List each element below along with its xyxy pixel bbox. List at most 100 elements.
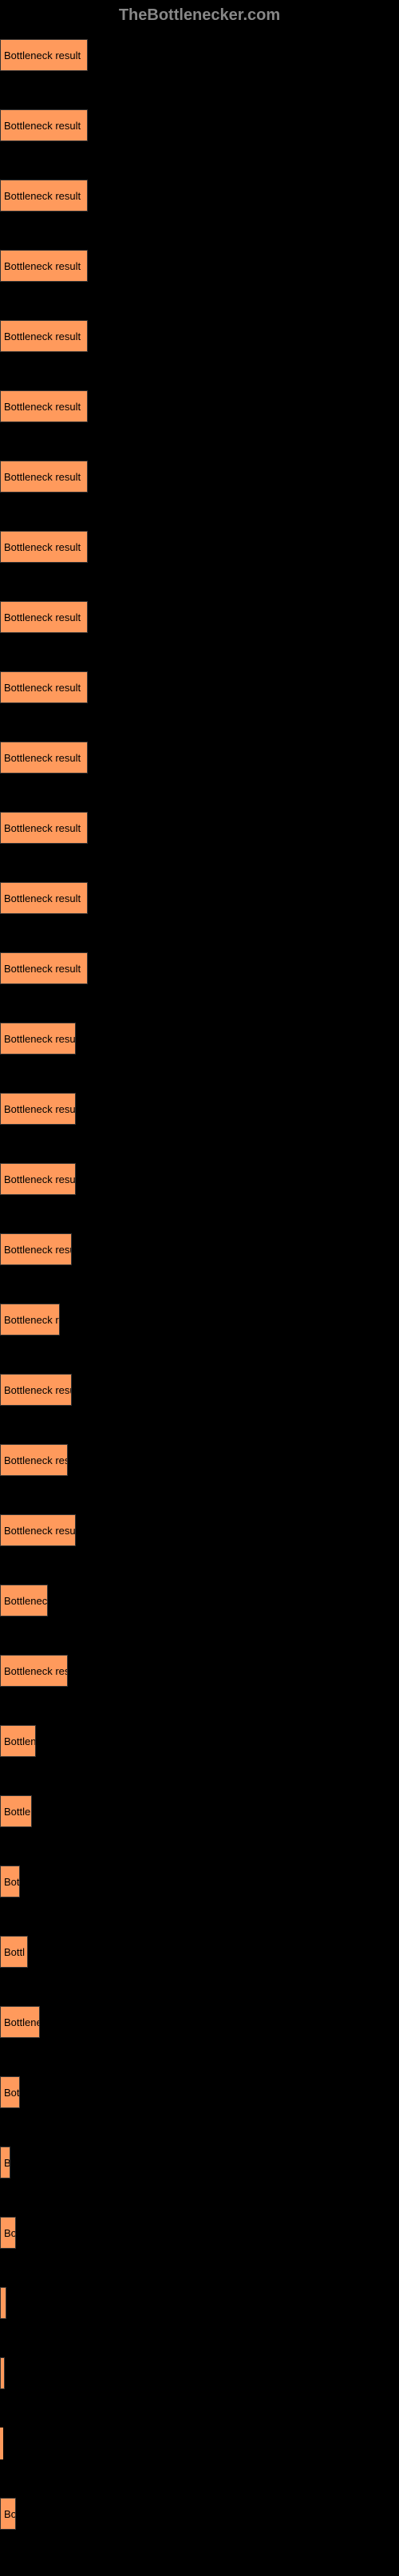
bar-label: Bottleneck r — [4, 1314, 59, 1326]
bar: Bottleneck result — [0, 742, 88, 774]
bar: Bottleneck result — [0, 952, 88, 984]
bar-label: Bottleneck result — [4, 190, 81, 202]
bar-row: Bottleneck result — [0, 812, 399, 844]
bar-row: Bottleneck result — [0, 461, 399, 493]
bar-row: Bottleneck result — [0, 1163, 399, 1195]
bar-label: Bottlen — [4, 1735, 36, 1747]
bar: Bottleneck result — [0, 109, 88, 141]
bar: Bottl — [0, 1936, 28, 1968]
bar-row: Bottleneck res — [0, 1655, 399, 1687]
bar-label: Bottleneck result — [4, 260, 81, 272]
bar: Bottleneck result — [0, 882, 88, 914]
bar: Bottleneck res — [0, 1444, 68, 1476]
bar-label: Bottleneck result — [4, 822, 81, 834]
bar-row: Bo — [0, 2217, 399, 2249]
bar-label: Bottleneck res — [4, 1665, 68, 1677]
bar-row: Bottleneck result — [0, 109, 399, 141]
bar-label: Bottle — [4, 1806, 30, 1818]
bar-row: Bottleneck res — [0, 1444, 399, 1476]
bar-row — [0, 2428, 399, 2459]
bar-row: Bottleneck result — [0, 39, 399, 71]
bar: Bottleneck result — [0, 39, 88, 71]
bar-row: Bottleneck result — [0, 180, 399, 212]
bar-row: Bottleneck result — [0, 952, 399, 984]
bar: Bottleneck result — [0, 671, 88, 703]
bar-row: B — [0, 2147, 399, 2178]
bar: Bo — [0, 2498, 16, 2530]
site-header: TheBottlenecker.com — [0, 0, 399, 31]
bar-row: Bo — [0, 2498, 399, 2530]
bar — [0, 2357, 5, 2389]
bar-row: Bot — [0, 1866, 399, 1897]
bar-label: Bottlene — [4, 2016, 40, 2028]
bar-label: Bottleneck result — [4, 1525, 76, 1537]
bar-row — [0, 2357, 399, 2389]
bar-row: Bottleneck result — [0, 742, 399, 774]
bar-row: Bottleneck result — [0, 671, 399, 703]
bar: Bottleneck result — [0, 1093, 76, 1125]
bar: Bottleneck result — [0, 1233, 72, 1265]
bar-row: Bottlen — [0, 1725, 399, 1757]
bar-label: Bottleneck result — [4, 1384, 72, 1396]
bar-row: Bottle — [0, 1795, 399, 1827]
bar: Bottleneck r — [0, 1304, 60, 1335]
bar-row — [0, 2287, 399, 2319]
bar: Bottleneck — [0, 1585, 48, 1616]
bar: Bottleneck result — [0, 250, 88, 282]
bar — [0, 2287, 6, 2319]
bar-label: Bottleneck result — [4, 963, 81, 975]
bar-row: Bottleneck result — [0, 320, 399, 352]
bar-row: Bottleneck result — [0, 531, 399, 563]
bar-label: Bottleneck result — [4, 1103, 76, 1115]
bar-label: Bottleneck result — [4, 892, 81, 904]
bar: Bo — [0, 2217, 16, 2249]
bar-label: Bottleneck result — [4, 682, 81, 694]
bar: Bottleneck result — [0, 812, 88, 844]
bar-row: Bottleneck — [0, 1585, 399, 1616]
bar-row: Bottleneck r — [0, 1304, 399, 1335]
bar-label: Bot — [4, 1876, 20, 1888]
bar-row: Bottlene — [0, 2006, 399, 2038]
bar-label: Bot — [4, 2087, 20, 2099]
bar: Bottleneck res — [0, 1655, 68, 1687]
bottleneck-chart: Bottleneck result Bottleneck result Bottle… — [0, 31, 399, 2576]
bar-row: Bottleneck result — [0, 882, 399, 914]
bar-row: Bottleneck result — [0, 1093, 399, 1125]
bar-label: Bottl — [4, 1946, 25, 1958]
bar: Bottleneck result — [0, 461, 88, 493]
bar: Bottleneck result — [0, 601, 88, 633]
bar: Bottleneck result — [0, 390, 88, 422]
bar-label: Bottleneck res — [4, 1454, 68, 1466]
bar-row: Bottleneck result — [0, 250, 399, 282]
bar-label: Bottleneck result — [4, 471, 81, 483]
bar: Bot — [0, 2076, 20, 2108]
bar — [0, 2428, 3, 2459]
bar-row: Bottleneck result — [0, 1023, 399, 1055]
bar: Bottleneck result — [0, 531, 88, 563]
bar-label: Bottleneck result — [4, 541, 81, 553]
bar-label: Bottleneck result — [4, 752, 81, 764]
bar: Bottleneck result — [0, 1023, 76, 1055]
bar-label: Bottleneck result — [4, 1244, 72, 1256]
bar-row: Bottleneck result — [0, 1374, 399, 1406]
bar: Bottle — [0, 1795, 32, 1827]
bar-label: B — [4, 2157, 10, 2169]
bar-label: Bottleneck result — [4, 401, 81, 413]
bar-row: Bottl — [0, 1936, 399, 1968]
bar-row: Bottleneck result — [0, 1233, 399, 1265]
bar: Bottlen — [0, 1725, 36, 1757]
bar-row: Bottleneck result — [0, 601, 399, 633]
bar-label: Bo — [4, 2508, 16, 2520]
site-title: TheBottlenecker.com — [119, 6, 280, 24]
bar-label: Bottleneck — [4, 1595, 48, 1607]
bar: B — [0, 2147, 10, 2178]
bar-label: Bottleneck result — [4, 1033, 76, 1045]
bar: Bottleneck result — [0, 1163, 76, 1195]
bar-label: Bo — [4, 2227, 16, 2239]
bar-label: Bottleneck result — [4, 49, 81, 61]
bar-label: Bottleneck result — [4, 330, 81, 342]
bar-label: Bottleneck result — [4, 120, 81, 132]
bar: Bottleneck result — [0, 1374, 72, 1406]
bar: Bottlene — [0, 2006, 40, 2038]
bar: Bot — [0, 1866, 20, 1897]
